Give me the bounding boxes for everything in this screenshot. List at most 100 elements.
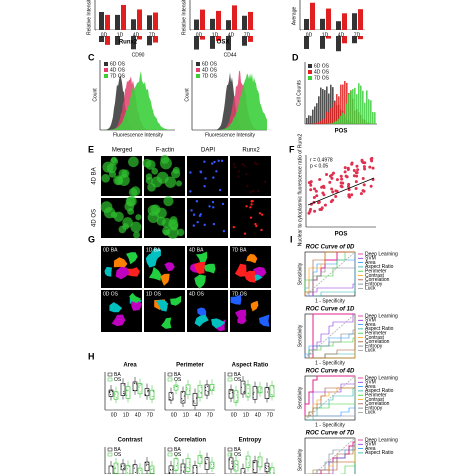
box [108, 389, 114, 397]
cell [147, 211, 160, 224]
point [253, 462, 255, 464]
cell [250, 300, 259, 312]
cell [251, 199, 254, 203]
cell [258, 314, 270, 327]
roc-curve [312, 438, 356, 474]
dot [339, 174, 343, 178]
cell [190, 209, 193, 212]
label: OS [234, 452, 242, 458]
box [144, 388, 150, 397]
label: 1D [212, 32, 219, 38]
dot [363, 161, 367, 165]
legend-swatch [107, 452, 113, 457]
box [245, 384, 251, 398]
point [207, 392, 209, 394]
label: Area [365, 384, 376, 390]
cell [255, 224, 258, 228]
cell [222, 229, 226, 233]
label: OS [174, 452, 182, 458]
label: BA [174, 372, 181, 378]
cell [245, 184, 249, 188]
label: Runx2 [242, 148, 260, 154]
point [172, 469, 174, 471]
point [186, 387, 188, 389]
histogram-bar [330, 108, 332, 124]
histogram-bar [322, 119, 324, 124]
histogram-bar [362, 90, 364, 124]
cell [199, 171, 203, 174]
label: SVM [365, 318, 376, 324]
dot [346, 185, 350, 189]
cell [151, 176, 163, 188]
dot [312, 196, 316, 200]
label: 7D [149, 32, 156, 38]
histogram-bar [330, 123, 332, 124]
point [110, 390, 112, 392]
cell [235, 309, 247, 319]
point [180, 466, 182, 468]
point [229, 392, 231, 394]
dot [307, 211, 311, 215]
point [147, 463, 149, 465]
histogram-bar [374, 112, 376, 124]
cell [232, 225, 236, 229]
cell [128, 156, 139, 168]
label: 0D [171, 412, 178, 418]
histogram [192, 72, 267, 130]
point [152, 391, 154, 393]
dot [322, 184, 326, 188]
bar [105, 14, 110, 45]
legend-swatch [104, 62, 108, 66]
dot [331, 198, 335, 202]
point [139, 385, 141, 387]
cell [203, 263, 216, 274]
histogram-bar [316, 123, 318, 124]
point [232, 465, 234, 467]
label: Area [123, 363, 137, 369]
plot-frame [304, 437, 356, 474]
cell [252, 189, 255, 193]
dot [347, 188, 351, 192]
histogram-bar [324, 90, 326, 124]
bar [352, 13, 357, 44]
cell [142, 158, 152, 168]
label: Cell Counts [296, 80, 302, 106]
dot [371, 166, 375, 170]
point [127, 389, 129, 391]
point [213, 386, 215, 388]
point [181, 392, 183, 394]
point [267, 465, 269, 467]
label: Correlation [365, 339, 390, 345]
label: SVM [365, 256, 376, 262]
dot [313, 187, 317, 191]
histogram-bar [312, 109, 314, 124]
histogram-bar [330, 84, 332, 124]
label: 0D [231, 412, 238, 418]
label: p < 0.05 [310, 163, 328, 169]
micrograph [187, 156, 228, 196]
box [245, 455, 251, 468]
micrograph [187, 198, 228, 238]
histogram-bar [328, 112, 330, 124]
label: 4D [195, 412, 202, 418]
point [126, 472, 128, 474]
box [132, 381, 138, 392]
label: 7D [147, 412, 154, 418]
cell [255, 162, 259, 166]
label: ROC Curve of 1D [306, 307, 355, 313]
bar [216, 10, 221, 41]
box [197, 455, 203, 464]
point [177, 463, 179, 465]
label: Perimeter [365, 269, 387, 275]
cell [163, 229, 170, 236]
cell [126, 267, 140, 277]
cell [244, 270, 256, 283]
point [253, 469, 255, 471]
point [145, 462, 147, 464]
point [243, 383, 245, 385]
cell [106, 163, 117, 174]
point [171, 392, 173, 394]
label: 0D BA [103, 247, 118, 253]
label: BA [234, 372, 241, 378]
box [209, 461, 215, 469]
